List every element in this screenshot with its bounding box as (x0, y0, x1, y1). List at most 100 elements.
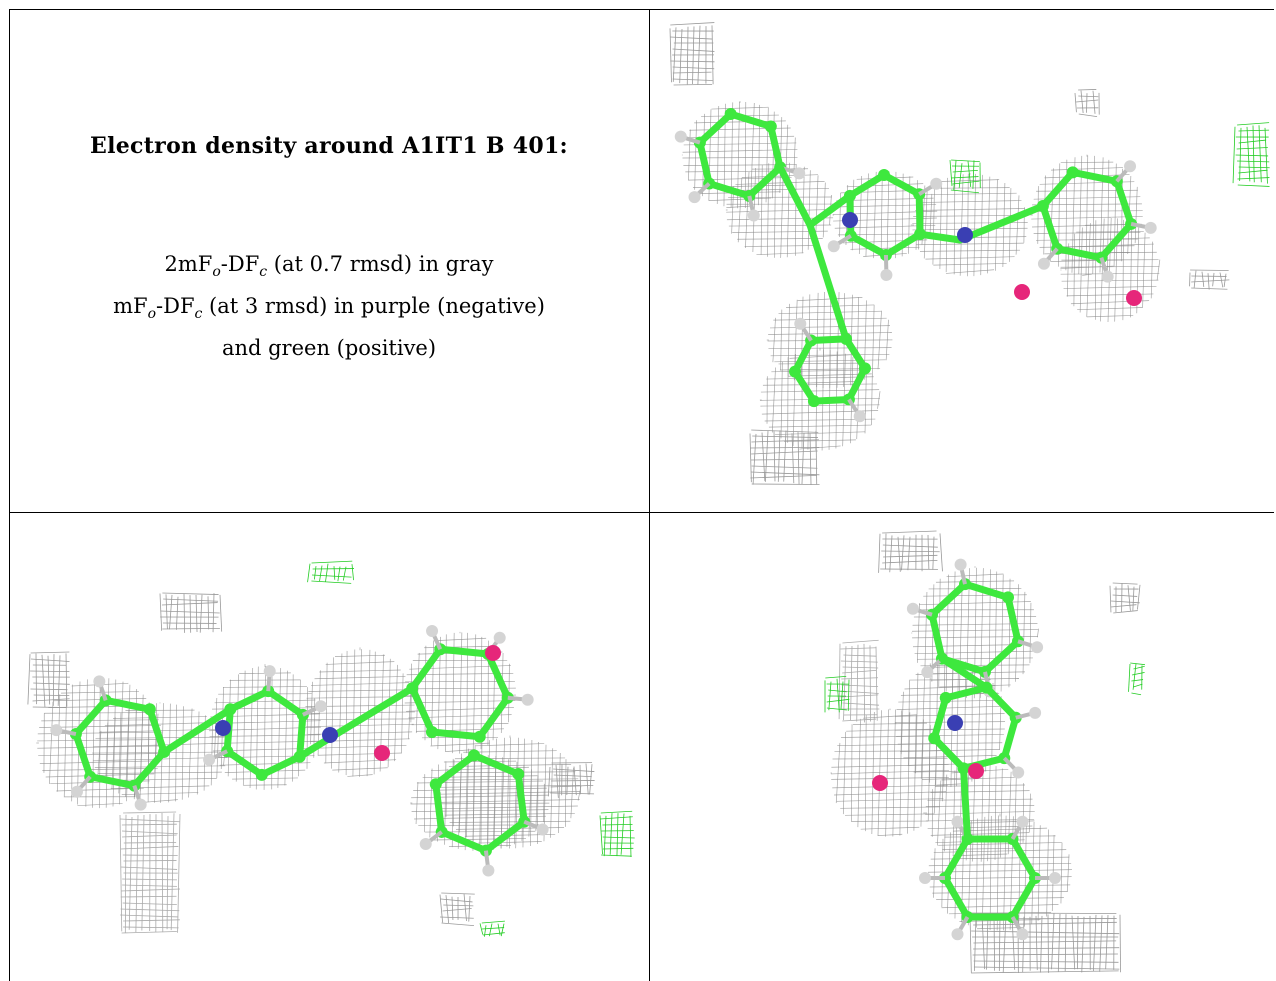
density-view-bottom-right (650, 513, 1274, 981)
bond (806, 192, 854, 229)
bond (745, 163, 784, 200)
bond (928, 580, 969, 619)
caption-description: 2mFo-DFc (at 0.7 rmsd) in gray mFo-DFc (… (9, 247, 649, 365)
hydrogen-atom (1037, 257, 1050, 270)
oxygen-atom (1126, 290, 1142, 306)
hydrogen-atom (419, 838, 432, 851)
hydrogen-atom (951, 928, 964, 941)
bond (408, 645, 444, 692)
hydrogen-atom (1012, 766, 1025, 779)
bond (1009, 835, 1039, 882)
molecule-render-3 (824, 530, 1146, 974)
molecule-render-1 (669, 22, 1270, 485)
density-mesh-fragment (669, 22, 715, 86)
density-mesh-green (307, 560, 355, 584)
density-view-bottom-left (10, 513, 649, 981)
density-mesh-fragment (1074, 89, 1100, 117)
bond (767, 122, 784, 171)
carbon-atom (928, 732, 941, 745)
oxygen-atom (872, 775, 888, 791)
oxygen-atom (485, 645, 501, 661)
nitrogen-atom (947, 715, 963, 731)
density-mesh-fragment (969, 912, 1121, 974)
hydrogen-atom (426, 625, 439, 638)
bond (930, 694, 950, 742)
carbon-atom (1002, 591, 1015, 604)
nitrogen-atom (842, 212, 858, 228)
caption-title: Electron density around A1IT1 B 401: (90, 133, 568, 159)
bond (482, 818, 528, 855)
hydrogen-atom (263, 665, 276, 678)
hydrogen-atom (1016, 928, 1029, 941)
bond (470, 751, 522, 778)
carbon-atom (255, 768, 268, 781)
bond (727, 110, 775, 130)
density-mesh-fragment (27, 651, 70, 708)
carbon-atom (978, 665, 991, 678)
bond (882, 230, 924, 259)
bond (806, 221, 850, 343)
hydrogen-atom (493, 631, 506, 644)
hydrogen-atom (1031, 641, 1044, 654)
density-mesh-gray (36, 631, 582, 852)
divider-vertical (649, 9, 650, 981)
bond (72, 696, 110, 738)
bond (1039, 168, 1077, 210)
border-left (9, 9, 10, 981)
hydrogen-atom (954, 558, 967, 571)
bond (223, 747, 266, 779)
bond (296, 711, 307, 761)
hydrogen-atom (314, 700, 327, 713)
density-mesh-green (949, 159, 981, 194)
carbon-atom (724, 108, 737, 121)
bond (428, 728, 484, 741)
bond (86, 773, 138, 790)
bond (696, 110, 735, 147)
hydrogen-atom (50, 724, 63, 737)
bond (1053, 245, 1105, 262)
figure-table: Electron density around A1IT1 B 401: 2mF… (9, 9, 1274, 981)
bond (915, 190, 924, 238)
bond (880, 171, 923, 198)
bond (146, 705, 168, 756)
carbon-atom (858, 362, 871, 375)
bond (130, 748, 168, 790)
bond (846, 171, 888, 200)
hydrogen-atom (521, 693, 534, 706)
caption-cell: Electron density around A1IT1 B 401: 2mF… (9, 9, 649, 512)
hydrogen-atom (674, 130, 687, 143)
bond (1039, 202, 1061, 253)
legend-line-mfo: mFo-DFc (at 3 rmsd) in purple (negative) (113, 294, 545, 323)
bond (436, 645, 492, 658)
carbon-atom (512, 768, 525, 781)
bond (432, 751, 478, 788)
bond (981, 637, 1022, 676)
bond (960, 764, 971, 843)
carbon-atom (473, 730, 486, 743)
carbon-atom (501, 691, 514, 704)
carbon-atom (789, 365, 802, 378)
hydrogen-atom (906, 602, 919, 615)
bond (102, 696, 154, 713)
bond (1000, 714, 1020, 762)
hydrogen-atom (688, 191, 701, 204)
carbon-atom (479, 844, 492, 857)
bond (916, 230, 964, 244)
border-top (9, 9, 1274, 10)
bond (941, 874, 971, 921)
hydrogen-atom (1029, 706, 1042, 719)
bond (72, 730, 94, 781)
carbon-atom (429, 778, 442, 791)
hydrogen-atom (921, 666, 934, 679)
density-mesh-fragment (749, 429, 820, 485)
carbon-atom (878, 169, 891, 182)
density-mesh-fragment (159, 592, 223, 633)
hydrogen-atom (827, 240, 840, 253)
bond (1113, 177, 1135, 228)
density-mesh-green (599, 810, 635, 858)
carbon-atom (939, 691, 952, 704)
bond (930, 734, 968, 772)
density-mesh-green (1128, 662, 1146, 696)
bond (1069, 168, 1121, 185)
carbon-atom (143, 703, 156, 716)
